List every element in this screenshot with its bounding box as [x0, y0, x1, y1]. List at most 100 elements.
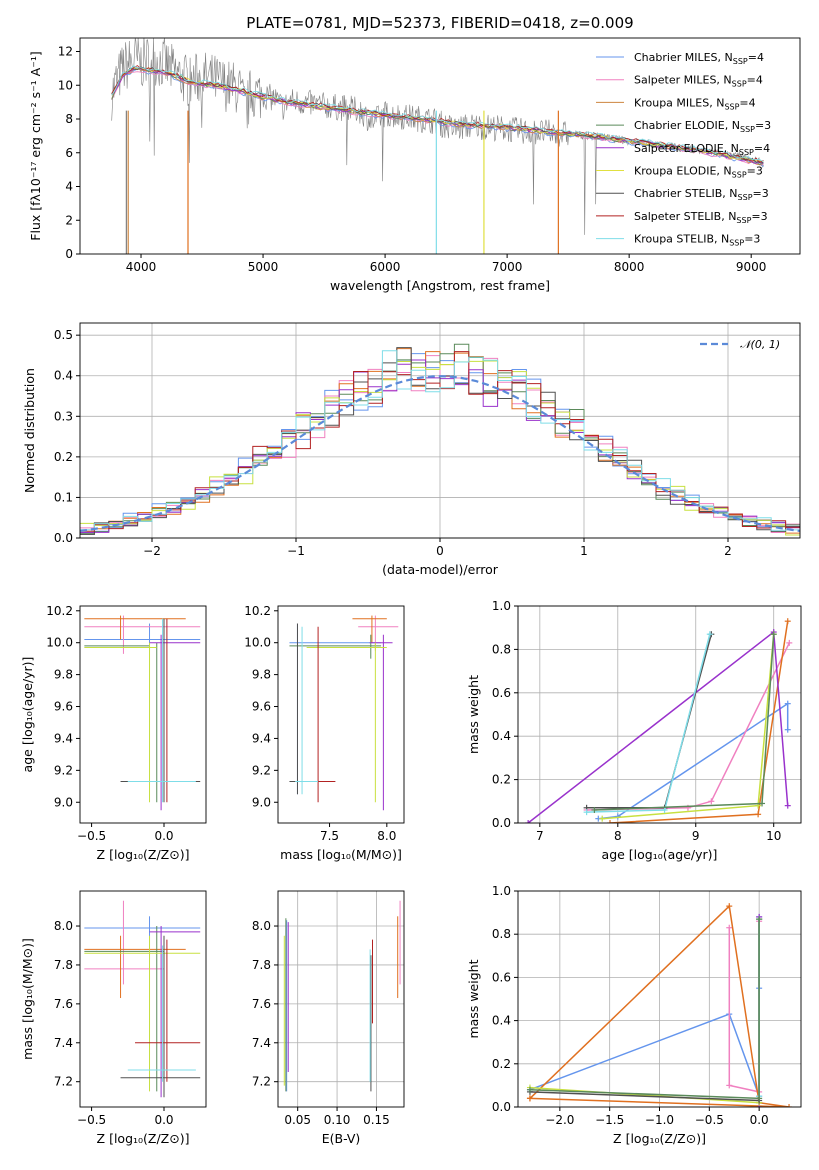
x-tick-label: 0 — [436, 544, 444, 558]
x-tick-label: 4000 — [126, 260, 157, 274]
x-tick-label: 2 — [724, 544, 732, 558]
y-tick-label: 2 — [65, 213, 73, 227]
x-tick-label: 5000 — [248, 260, 279, 274]
x-tick-label: 6000 — [370, 260, 401, 274]
plot-area-mass-vs-ebv — [283, 900, 401, 1092]
y-tick-label: 1.0 — [492, 884, 511, 898]
x-axis-label: Z [log₁₀(Z/Z⊙)] — [613, 1131, 706, 1146]
plot-area-age-vs-z — [84, 615, 201, 811]
y-tick-label: 7.2 — [252, 1075, 271, 1089]
y-tick-label: 9.2 — [252, 763, 271, 777]
y-tick-label: 0.4 — [492, 729, 511, 743]
y-tick-label: 7.4 — [54, 1036, 73, 1050]
x-axis-label: Z [log₁₀(Z/Z⊙)] — [97, 1131, 190, 1146]
y-tick-label: 9.4 — [54, 731, 73, 745]
axes-frame — [277, 605, 405, 824]
x-tick-label: −2 — [143, 544, 161, 558]
y-tick-label: 0.2 — [54, 450, 73, 464]
legend-label-6: Kroupa ELODIE, NSSP=3 — [634, 165, 763, 180]
gaussian-curve-line — [80, 375, 800, 532]
weight-line-2 — [586, 642, 790, 811]
y-tick-label: 0.8 — [492, 642, 511, 656]
y-tick-label: 7.8 — [54, 958, 73, 972]
axes-frame — [517, 605, 802, 824]
y-tick-label: 10.0 — [244, 636, 271, 650]
y-tick-label: 8 — [65, 112, 73, 126]
y-tick-label: 7.4 — [252, 1036, 271, 1050]
weight-line-6 — [586, 634, 713, 809]
x-tick-label: −0.5 — [77, 829, 106, 843]
panel-residuals: −2 −1 0 1 2 0.0 0.1 0.2 0.3 0.4 0.5 (data-model)/er… — [22, 322, 801, 577]
y-axis-label: mass [log₁₀(M/M⊙)] — [20, 938, 35, 1060]
y-tick-label: 9.8 — [252, 668, 271, 682]
x-tick-label: 7.5 — [320, 829, 339, 843]
panel-age-vs-mass: 7.5 8.0 9.0 9.2 9.4 9.6 9.8 10.0 10.2 mass [log₁₀… — [244, 604, 405, 862]
panel-weight-vs-age: 7 8 9 10 0.0 0.2 0.4 0.6 0.8 1.0 age [log₁₀(age/yr… — [466, 599, 802, 862]
plot-area-age-vs-mass — [289, 615, 399, 811]
y-tick-label: 1.0 — [492, 599, 511, 613]
y-axis-label: Flux [fλ10⁻¹⁷ erg cm⁻² s⁻¹ A⁻¹] — [28, 51, 43, 240]
legend-label-9: Kroupa STELIB, NSSP=3 — [634, 233, 760, 248]
x-tick-label: 0.0 — [154, 829, 173, 843]
x-tick-label: 9 — [692, 829, 700, 843]
plot-area-spectrum — [111, 38, 764, 254]
y-tick-label: 0.0 — [492, 1100, 511, 1114]
axes-frame — [79, 37, 801, 255]
x-tick-label: 0.05 — [284, 1113, 311, 1127]
y-tick-label: 0.2 — [492, 1057, 511, 1071]
y-tick-label: 0.1 — [54, 490, 73, 504]
x-axis-label: (data-model)/error — [382, 562, 499, 577]
y-axis-label: mass weight — [466, 959, 481, 1038]
axes-frame — [277, 890, 405, 1108]
weight-line-8 — [529, 919, 760, 1100]
x-axis-label: mass [log₁₀(M/M⊙)] — [280, 847, 402, 862]
x-tick-label: 0.0 — [750, 1113, 769, 1127]
x-tick-label: 0.0 — [154, 1113, 173, 1127]
x-tick-label: −1.0 — [645, 1113, 674, 1127]
axes-frame — [517, 890, 802, 1108]
figure-title: PLATE=0781, MJD=52373, FIBERID=0418, z=0… — [246, 14, 633, 32]
axes-frame — [79, 890, 207, 1108]
weight-line-7 — [586, 634, 711, 813]
x-axis-label: wavelength [Angstrom, rest frame] — [330, 278, 550, 293]
y-tick-label: 0.3 — [54, 409, 73, 423]
weight-line-8 — [594, 634, 775, 811]
y-tick-label: 9.6 — [252, 700, 271, 714]
y-tick-label: 6 — [65, 146, 73, 160]
observed-spectrum-line — [111, 38, 764, 235]
panel-mass-vs-z: −0.5 0.0 7.2 7.4 7.6 7.8 8.0 Z [log₁₀(Z/Z⊙)] mas… — [20, 890, 207, 1146]
y-tick-label: 10.2 — [46, 604, 73, 618]
plot-area-residuals — [80, 343, 800, 536]
panel-spectrum: 4000 5000 6000 7000 8000 9000 0 2 4 6 8 10 12 wavelen… — [28, 37, 801, 293]
y-tick-label: 0.4 — [492, 1014, 511, 1028]
x-tick-label: 7 — [536, 829, 544, 843]
y-tick-label: 0.4 — [54, 369, 73, 383]
y-tick-label: 9.0 — [54, 795, 73, 809]
y-tick-label: 0.2 — [492, 773, 511, 787]
spectrum-legend: Chabrier MILES, NSSP=4 Salpeter MILES, NS… — [596, 51, 771, 248]
legend-label-3: Kroupa MILES, NSSP=4 — [634, 96, 756, 111]
y-tick-label: 9.4 — [252, 731, 271, 745]
x-tick-label: 8000 — [614, 260, 645, 274]
y-tick-label: 8.0 — [252, 919, 271, 933]
x-tick-label: 9000 — [736, 260, 767, 274]
legend-label-8: Salpeter STELIB, NSSP=3 — [634, 210, 768, 225]
y-tick-label: 10.0 — [46, 636, 73, 650]
weight-line-1 — [529, 916, 760, 1097]
y-tick-label: 0.6 — [492, 970, 511, 984]
x-tick-label: 7000 — [492, 260, 523, 274]
legend-label-5: Salpeter ELODIE, NSSP=4 — [634, 142, 770, 157]
x-tick-label: 8 — [614, 829, 622, 843]
y-tick-label: 7.6 — [252, 997, 271, 1011]
y-tick-label: 9.0 — [252, 795, 271, 809]
y-tick-label: 9.2 — [54, 763, 73, 777]
y-tick-label: 0 — [65, 247, 73, 261]
x-tick-label: −2.0 — [545, 1113, 574, 1127]
y-tick-label: 9.6 — [54, 700, 73, 714]
x-tick-label: −1.5 — [595, 1113, 624, 1127]
y-tick-label: 10 — [58, 78, 73, 92]
y-tick-label: 0.6 — [492, 686, 511, 700]
panel-age-vs-z: −0.5 0.0 9.0 9.2 9.4 9.6 9.8 10.0 10.2 Z [log₁₀(Z… — [20, 604, 207, 862]
axes-frame — [79, 605, 207, 824]
